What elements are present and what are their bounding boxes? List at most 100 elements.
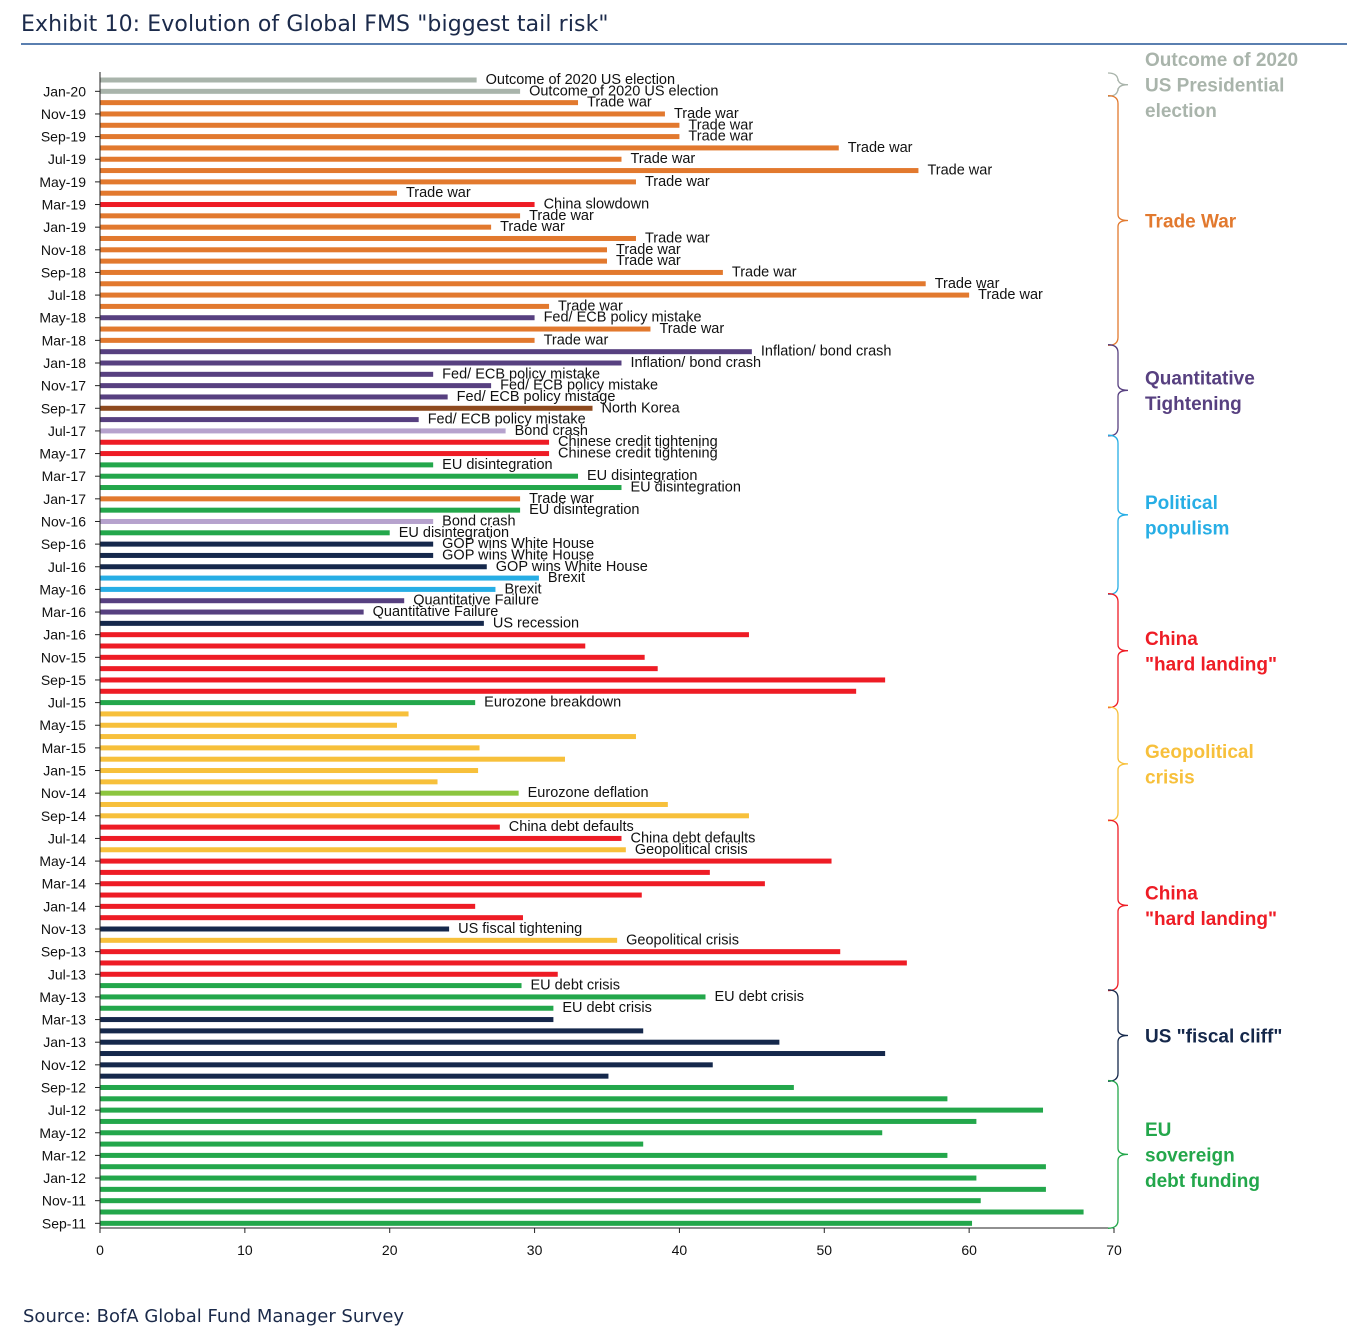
category-label: US Presidential bbox=[1145, 76, 1284, 97]
bar-label: Trade war bbox=[544, 332, 609, 348]
bar bbox=[100, 881, 765, 887]
category-bracket bbox=[1107, 434, 1129, 596]
bar-label: Trade war bbox=[645, 174, 710, 190]
bar bbox=[100, 1005, 554, 1011]
category-bracket bbox=[1107, 819, 1129, 992]
y-tick-label: Mar-18 bbox=[42, 332, 87, 348]
bar bbox=[100, 756, 565, 762]
y-tick-label: May-15 bbox=[39, 717, 86, 733]
bar-label: EU disintegration bbox=[399, 525, 509, 541]
bar bbox=[100, 564, 487, 570]
chart-title: Exhibit 10: Evolution of Global FMS "big… bbox=[21, 12, 609, 37]
bar bbox=[100, 337, 535, 343]
y-tick-label: Jul-14 bbox=[48, 830, 86, 846]
bar-label: Outcome of 2020 US election bbox=[486, 72, 675, 88]
bar bbox=[100, 417, 419, 423]
category-label: Outcome of 2020 bbox=[1145, 50, 1298, 71]
x-tick-label: 40 bbox=[672, 1242, 688, 1258]
y-tick-label: Mar-13 bbox=[42, 1012, 87, 1028]
bar bbox=[100, 156, 622, 162]
bar-label: Inflation/ bond crash bbox=[761, 344, 892, 360]
bar bbox=[100, 632, 749, 638]
bar bbox=[100, 1152, 948, 1158]
bar bbox=[100, 326, 651, 332]
category-label: US "fiscal cliff" bbox=[1145, 1027, 1282, 1048]
bar bbox=[100, 745, 480, 751]
bar bbox=[100, 145, 839, 151]
bar bbox=[100, 654, 645, 660]
bar bbox=[100, 281, 926, 287]
bar-label: Brexit bbox=[504, 581, 541, 597]
y-tick-label: Mar-15 bbox=[42, 740, 87, 756]
bar bbox=[100, 100, 579, 106]
bar bbox=[100, 768, 479, 774]
x-tick-label: 30 bbox=[527, 1242, 543, 1258]
y-tick-label: Jul-18 bbox=[48, 287, 86, 303]
bar-label: Fed/ ECB policy mistake bbox=[428, 412, 586, 428]
bar bbox=[100, 677, 886, 683]
bar-label: Trade war bbox=[674, 106, 739, 122]
bar bbox=[100, 428, 506, 434]
y-tick-label: Sep-12 bbox=[41, 1079, 86, 1095]
bar-label: Fed/ ECB policy mistake bbox=[500, 378, 658, 394]
bar-label: EU disintegration bbox=[630, 480, 740, 496]
y-tick-label: Jul-16 bbox=[48, 559, 86, 575]
bar bbox=[100, 801, 668, 807]
bar bbox=[100, 202, 535, 208]
bar-label: Eurozone deflation bbox=[528, 785, 649, 801]
bar-label: Trade war bbox=[645, 230, 710, 246]
bar-label: Geopolitical crisis bbox=[635, 842, 748, 858]
bar-label: EU debt crisis bbox=[562, 1000, 651, 1016]
bar bbox=[100, 1084, 794, 1090]
bar bbox=[100, 869, 710, 875]
y-tick-label: Jul-19 bbox=[48, 151, 86, 167]
bar bbox=[100, 790, 519, 796]
bar bbox=[100, 552, 434, 558]
bar bbox=[100, 451, 550, 457]
bar bbox=[100, 292, 970, 298]
bar bbox=[100, 711, 409, 717]
bar bbox=[100, 1118, 977, 1124]
category-bracket bbox=[1107, 72, 1129, 97]
y-tick-label: Jan-13 bbox=[43, 1034, 86, 1050]
y-tick-label: Jan-12 bbox=[43, 1170, 86, 1186]
bar bbox=[100, 903, 476, 909]
category-bracket bbox=[1107, 344, 1129, 437]
bar bbox=[100, 349, 752, 355]
bar-label: Trade war bbox=[659, 321, 724, 337]
bar-label: Quantitative Failure bbox=[373, 604, 499, 620]
bar bbox=[100, 1039, 780, 1045]
bar bbox=[100, 496, 521, 502]
bar bbox=[100, 1017, 554, 1023]
category-label: election bbox=[1145, 101, 1217, 122]
source-note: Source: BofA Global Fund Manager Survey bbox=[23, 1306, 405, 1327]
bar bbox=[100, 213, 521, 219]
x-tick-label: 10 bbox=[237, 1242, 253, 1258]
bars-layer bbox=[100, 77, 1084, 1226]
bar-label: US fiscal tightening bbox=[458, 921, 582, 937]
y-tick-label: Sep-14 bbox=[41, 808, 86, 824]
y-tick-label: Mar-16 bbox=[42, 604, 87, 620]
bar-label: Trade war bbox=[935, 276, 1000, 292]
category-label: China bbox=[1145, 884, 1198, 905]
category-label: sovereign bbox=[1145, 1145, 1235, 1166]
bar bbox=[100, 394, 448, 400]
bar-label: China debt defaults bbox=[509, 819, 634, 835]
bar bbox=[100, 269, 723, 275]
y-tick-label: May-12 bbox=[39, 1125, 86, 1141]
bar bbox=[100, 134, 680, 140]
bar bbox=[100, 1130, 883, 1136]
title-rule bbox=[21, 43, 1347, 45]
bar-label: EU disintegration bbox=[442, 457, 552, 473]
bar bbox=[100, 915, 523, 921]
y-tick-label: Sep-15 bbox=[41, 672, 86, 688]
bar bbox=[100, 383, 492, 389]
bar bbox=[100, 439, 550, 445]
bar bbox=[100, 847, 626, 853]
bar bbox=[100, 1107, 1044, 1113]
bar bbox=[100, 371, 434, 377]
category-label: Trade War bbox=[1145, 212, 1237, 233]
x-tick-label: 70 bbox=[1106, 1242, 1122, 1258]
bar bbox=[100, 575, 539, 581]
y-tick-label: Nov-16 bbox=[41, 513, 86, 529]
